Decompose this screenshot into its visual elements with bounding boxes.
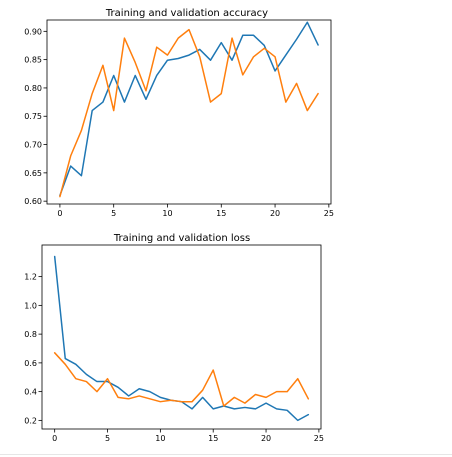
loss-x-tick-label: 10	[155, 434, 165, 443]
loss-x-tick-label: 0	[52, 434, 57, 443]
loss-y-tick-label: 0.8	[24, 330, 37, 339]
loss-plot-frame	[41, 244, 322, 430]
loss-validation-line	[53, 352, 310, 407]
accuracy-x-tick-label: 0	[57, 209, 62, 218]
loss-x-tick-label: 20	[261, 434, 271, 443]
loss-y-tick-label: 0.4	[24, 388, 37, 397]
accuracy-y-tick-label: 0.85	[24, 56, 42, 65]
accuracy-y-tick-label: 0.65	[24, 169, 42, 178]
loss-x-tick-label: 25	[314, 434, 324, 443]
accuracy-x-tick-label: 15	[216, 209, 226, 218]
loss-x-tick-label: 5	[105, 434, 110, 443]
accuracy-y-tick-label: 0.70	[24, 141, 42, 150]
accuracy-chart-title: Training and validation accuracy	[105, 8, 268, 19]
accuracy-x-tick-label: 25	[324, 209, 334, 218]
accuracy-training-line	[59, 21, 319, 197]
loss-x-tick-label: 15	[208, 434, 218, 443]
loss-chart-title: Training and validation loss	[113, 233, 250, 244]
accuracy-validation-line	[59, 28, 319, 198]
accuracy-y-tick-label: 0.90	[24, 27, 42, 36]
accuracy-y-tick-label: 0.80	[24, 84, 42, 93]
accuracy-x-tick-label: 20	[270, 209, 280, 218]
accuracy-x-tick-label: 5	[111, 209, 116, 218]
loss-y-tick-label: 0.2	[24, 416, 37, 425]
accuracy-y-tick-label: 0.60	[24, 197, 42, 206]
loss-y-tick-label: 0.6	[24, 359, 37, 368]
accuracy-plot-frame	[46, 19, 332, 205]
accuracy-chart: Training and validation accuracy 0 5 10 15 2…	[24, 8, 334, 218]
output-divider	[0, 454, 452, 455]
loss-y-tick-label: 1.0	[24, 301, 37, 310]
loss-chart: Training and validation loss 0 5 10 15 20 25 0…	[24, 233, 324, 443]
loss-y-tick-label: 1.2	[24, 273, 37, 282]
accuracy-y-tick-label: 0.75	[24, 112, 42, 121]
accuracy-x-tick-label: 10	[162, 209, 172, 218]
